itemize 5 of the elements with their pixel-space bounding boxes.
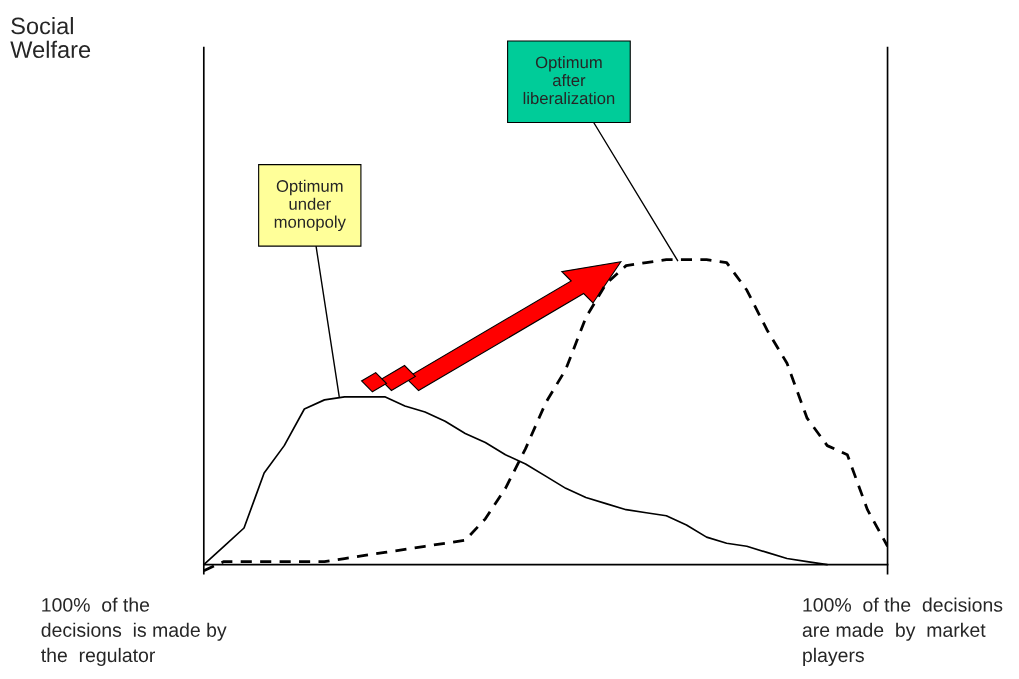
text: 100% of the decisions are made by market players <box>802 597 1003 666</box>
text: Optimum after liberalization <box>523 56 615 105</box>
text: 100% of the decisions is made by the regulator <box>41 597 227 666</box>
text: Social Welfare <box>10 16 91 59</box>
text: Optimum under monopoly <box>274 179 346 232</box>
